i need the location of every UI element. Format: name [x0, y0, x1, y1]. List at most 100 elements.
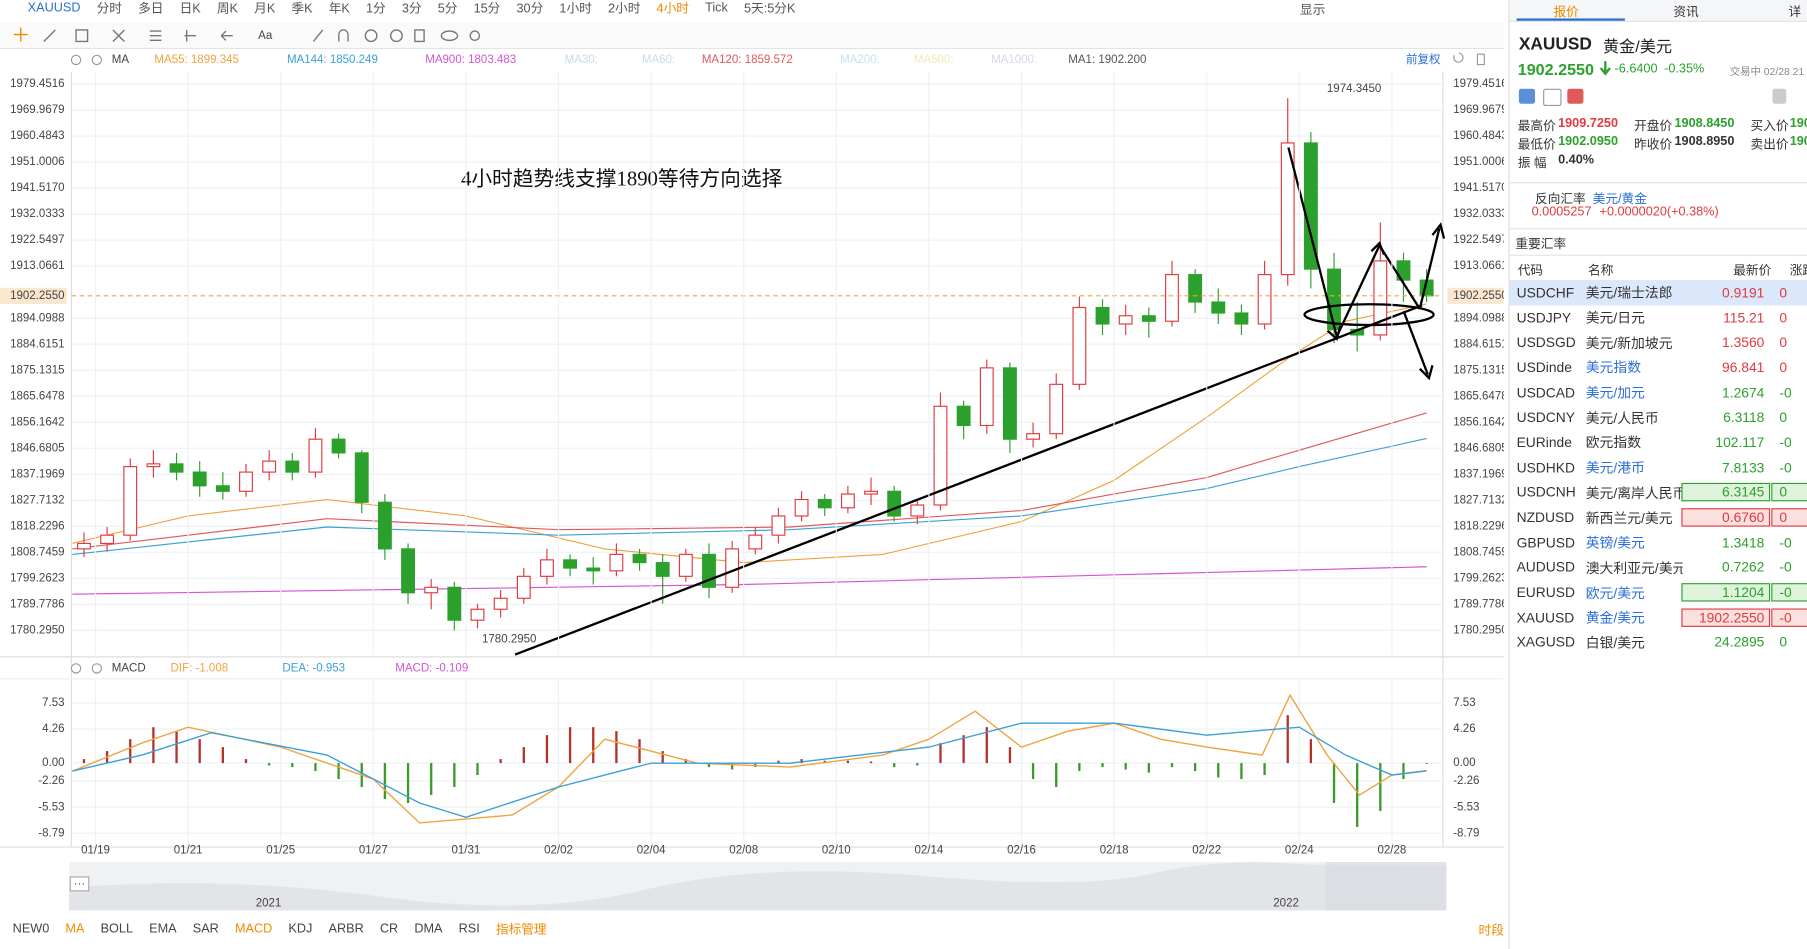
- symbol[interactable]: XAUUSD: [27, 1, 81, 15]
- navigator-window[interactable]: [1325, 862, 1447, 911]
- last-price: 1.3560: [1722, 334, 1765, 351]
- rate-row[interactable]: USDCNH 美元/离岸人民币 6.3145 0: [1510, 480, 1807, 505]
- candle-body: [817, 498, 832, 509]
- candle-body: [910, 504, 925, 517]
- pair-name: 澳大利亚元/美元: [1585, 559, 1683, 577]
- period[interactable]: 周K: [216, 2, 239, 17]
- macd-bar: [244, 759, 248, 764]
- indicator-tab[interactable]: EMA: [149, 921, 177, 936]
- code: USDJPY: [1516, 309, 1572, 326]
- indicator-tab[interactable]: MACD: [234, 921, 273, 936]
- icon[interactable]: [1543, 88, 1562, 107]
- period[interactable]: 1小时: [559, 2, 592, 17]
- rate-row[interactable]: EURinde 欧元指数 102.117 -0: [1510, 430, 1807, 455]
- icon[interactable]: [1567, 88, 1584, 104]
- period[interactable]: 多日: [138, 2, 164, 17]
- period[interactable]: 5分: [437, 2, 458, 17]
- rate-row[interactable]: GBPUSD 英镑/美元 1.3418 -0: [1510, 530, 1807, 555]
- macd-bar: [661, 751, 664, 764]
- indicator-tab[interactable]: SAR: [192, 921, 219, 936]
- macd-bar: [1356, 763, 1359, 827]
- navigator-dots: ···: [74, 878, 86, 890]
- rate-row[interactable]: XAGUSD 白银/美元 24.2895 0: [1510, 630, 1807, 655]
- legend-item: MA55: 1899.345: [154, 54, 239, 66]
- candle-body: [215, 485, 230, 492]
- code: USDCNH: [1516, 484, 1576, 501]
- period[interactable]: 年K: [328, 2, 350, 17]
- x-tick-label: 02/10: [822, 845, 851, 857]
- x-tick-label: 01/31: [452, 845, 481, 857]
- candle-body: [516, 575, 531, 599]
- indicator-tab[interactable]: KDJ: [288, 921, 313, 936]
- last-price-label: 1902.2550: [10, 290, 64, 302]
- stat-value: 1902.0950: [1558, 134, 1618, 149]
- y-tick-label: 0.00: [42, 757, 64, 769]
- rate-row[interactable]: USDCAD 美元/加元 1.2674 -0: [1510, 380, 1807, 405]
- y-tick-label: 1875.1315: [10, 364, 64, 376]
- rate-row[interactable]: XAUUSD 黄金/美元 1902.2550 -0: [1510, 605, 1807, 630]
- period[interactable]: 分时: [96, 2, 122, 17]
- period[interactable]: 3分: [401, 2, 422, 17]
- tab[interactable]: 报价: [1553, 5, 1579, 20]
- period[interactable]: Tick: [705, 1, 728, 15]
- period[interactable]: 日K: [179, 2, 201, 17]
- rate-row[interactable]: USDCNY 美元/人民币 6.3118 0: [1510, 405, 1807, 430]
- sessions-button[interactable]: 时段: [1478, 924, 1504, 939]
- icon[interactable]: [1518, 88, 1536, 104]
- y-tick-label: 1884.6151: [1453, 338, 1504, 350]
- change: 0: [1779, 359, 1788, 376]
- indicator-tab[interactable]: ARBR: [328, 921, 364, 936]
- y-tick-label: 1799.2623: [10, 572, 64, 584]
- period[interactable]: 4小时: [656, 2, 689, 17]
- macd-bar: [337, 763, 340, 780]
- rate-row[interactable]: USDHKD 美元/港币 7.8133 -0: [1510, 455, 1807, 480]
- indicator-tab[interactable]: MA: [65, 921, 85, 936]
- indicator-tabs: NEW0 MA BOLL EMA SAR MACD KDJ ARBR CR DMA RSI 指标管理: [5, 920, 555, 938]
- last-price: 0.9191: [1722, 284, 1765, 301]
- indicator-tab[interactable]: NEW0: [12, 921, 50, 936]
- legend-item: MA1: 1902.200: [1068, 54, 1146, 66]
- macd-bar: [893, 763, 896, 768]
- icon[interactable]: [1772, 88, 1787, 104]
- rate-row[interactable]: USDSGD 美元/新加坡元 1.3560 0: [1510, 330, 1807, 355]
- change: 0: [1779, 634, 1788, 651]
- status: 交易中 02/28 21: [1729, 65, 1805, 78]
- y-tick-label: 1865.6478: [1453, 390, 1504, 402]
- reverse-pair[interactable]: 美元/黄金: [1592, 192, 1647, 207]
- candle-body: [678, 553, 693, 577]
- period[interactable]: 2小时: [607, 2, 641, 17]
- tab[interactable]: 详: [1788, 5, 1802, 20]
- y-tick-label: 1951.0006: [10, 156, 64, 168]
- rate-row[interactable]: USDCHF 美元/瑞士法郎 0.9191 0: [1509, 280, 1807, 306]
- indicator-tab[interactable]: RSI: [458, 921, 480, 936]
- candle-body: [1234, 312, 1249, 325]
- indicator-tab[interactable]: DMA: [414, 921, 443, 936]
- period[interactable]: 季K: [291, 2, 313, 17]
- rate-row[interactable]: USDinde 美元指数 96.841 0: [1510, 355, 1807, 380]
- code: USDCAD: [1516, 384, 1575, 401]
- period[interactable]: 15分: [473, 2, 501, 17]
- rate-row[interactable]: EURUSD 欧元/美元 1.1204 -0: [1510, 580, 1807, 605]
- candle-body: [470, 608, 485, 621]
- rate-row[interactable]: USDJPY 美元/日元 115.21 0: [1510, 305, 1807, 330]
- indicator-tab[interactable]: CR: [379, 921, 399, 936]
- period[interactable]: 30分: [516, 2, 544, 17]
- period[interactable]: 1分: [365, 2, 386, 17]
- indicator-tab[interactable]: BOLL: [100, 921, 134, 936]
- rate-table: USDCHF 美元/瑞士法郎 0.9191 0 USDJPY 美元/日元 115.21 0 US…: [1509, 280, 1807, 655]
- indicator-manage[interactable]: 指标管理: [495, 923, 547, 937]
- tab[interactable]: 资讯: [1673, 5, 1699, 20]
- rate-row[interactable]: NZDUSD 新西兰元/美元 0.6760 0: [1510, 505, 1807, 530]
- period[interactable]: 5天:5分K: [743, 2, 796, 17]
- navigator-handle[interactable]: [69, 876, 90, 892]
- macd-bar: [1193, 763, 1197, 772]
- y-tick-label: 1856.1642: [1453, 416, 1504, 428]
- stat-value: 190: [1789, 116, 1807, 131]
- stat-label: 买入价: [1750, 119, 1789, 134]
- y-tick-label: 1865.6478: [10, 390, 64, 402]
- column-header: 最新价: [1733, 263, 1772, 278]
- period[interactable]: 月K: [254, 2, 276, 17]
- rate-row[interactable]: AUDUSD 澳大利亚元/美元 0.7262 -0: [1510, 555, 1807, 580]
- display-menu[interactable]: 显示: [1299, 3, 1326, 18]
